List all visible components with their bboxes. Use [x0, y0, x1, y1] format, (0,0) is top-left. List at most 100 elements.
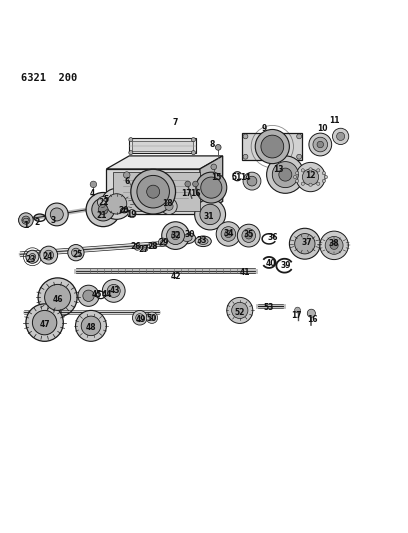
- Circle shape: [295, 179, 299, 182]
- Circle shape: [136, 245, 139, 248]
- Circle shape: [243, 172, 261, 190]
- Circle shape: [40, 246, 58, 264]
- Circle shape: [101, 189, 132, 220]
- Text: 17: 17: [291, 311, 302, 320]
- Text: 5: 5: [103, 195, 108, 204]
- Circle shape: [296, 163, 325, 192]
- Circle shape: [32, 310, 57, 335]
- Circle shape: [227, 297, 253, 324]
- Text: 17: 17: [182, 189, 192, 198]
- Text: 35: 35: [244, 230, 254, 239]
- Circle shape: [221, 227, 236, 241]
- Text: 36: 36: [267, 233, 277, 242]
- Text: 7: 7: [173, 118, 178, 127]
- Text: 39: 39: [280, 261, 290, 270]
- Text: 20: 20: [118, 206, 129, 215]
- Text: 10: 10: [317, 124, 327, 133]
- Circle shape: [232, 302, 248, 319]
- Circle shape: [295, 233, 315, 254]
- Circle shape: [185, 181, 191, 187]
- Circle shape: [68, 245, 84, 261]
- Circle shape: [337, 132, 345, 141]
- Circle shape: [102, 279, 125, 302]
- Circle shape: [142, 246, 148, 252]
- Circle shape: [26, 250, 39, 263]
- Circle shape: [302, 169, 319, 185]
- Text: 6: 6: [124, 176, 129, 185]
- Circle shape: [128, 209, 136, 217]
- Circle shape: [297, 154, 302, 159]
- Text: 47: 47: [39, 320, 50, 329]
- Polygon shape: [106, 169, 200, 214]
- Ellipse shape: [182, 235, 192, 241]
- Text: 50: 50: [147, 314, 157, 323]
- Circle shape: [160, 240, 164, 244]
- Text: 27: 27: [138, 245, 149, 254]
- Circle shape: [98, 197, 109, 208]
- Circle shape: [243, 134, 248, 139]
- Text: 46: 46: [52, 295, 63, 303]
- Circle shape: [131, 169, 175, 214]
- Text: 51: 51: [231, 173, 242, 182]
- Circle shape: [149, 242, 156, 248]
- Text: 53: 53: [264, 303, 274, 312]
- Polygon shape: [200, 156, 223, 214]
- Text: 44: 44: [102, 289, 113, 298]
- Ellipse shape: [198, 238, 208, 245]
- Text: 24: 24: [42, 252, 53, 261]
- Text: 38: 38: [329, 239, 339, 248]
- Text: 28: 28: [147, 241, 158, 251]
- Circle shape: [75, 310, 106, 341]
- Circle shape: [317, 141, 324, 148]
- Text: 8: 8: [209, 140, 215, 149]
- Circle shape: [90, 181, 97, 188]
- Text: 26: 26: [131, 243, 141, 252]
- Circle shape: [19, 213, 33, 228]
- Polygon shape: [242, 133, 302, 160]
- Text: 29: 29: [158, 238, 169, 247]
- Text: 45: 45: [91, 289, 102, 298]
- Circle shape: [29, 254, 35, 260]
- Circle shape: [162, 222, 189, 249]
- Circle shape: [289, 228, 320, 259]
- Circle shape: [137, 175, 169, 208]
- Text: 40: 40: [266, 259, 276, 268]
- Circle shape: [320, 231, 348, 260]
- Circle shape: [151, 244, 154, 247]
- Text: 42: 42: [170, 272, 181, 281]
- Circle shape: [78, 285, 99, 306]
- Polygon shape: [106, 156, 223, 169]
- Circle shape: [106, 193, 127, 214]
- Circle shape: [98, 205, 108, 214]
- Circle shape: [129, 151, 133, 155]
- Circle shape: [44, 285, 71, 310]
- Circle shape: [191, 138, 195, 142]
- Text: 23: 23: [26, 255, 36, 264]
- Circle shape: [322, 172, 326, 175]
- Circle shape: [171, 231, 180, 240]
- Text: 52: 52: [235, 308, 245, 317]
- Circle shape: [134, 244, 141, 250]
- Circle shape: [211, 164, 217, 169]
- Text: 6321  200: 6321 200: [21, 74, 77, 83]
- Circle shape: [165, 202, 173, 211]
- Text: 48: 48: [86, 323, 96, 332]
- Text: 13: 13: [273, 165, 283, 174]
- Circle shape: [161, 198, 177, 214]
- Circle shape: [133, 310, 147, 325]
- Text: 30: 30: [184, 230, 195, 239]
- Circle shape: [200, 204, 220, 224]
- Circle shape: [333, 128, 349, 144]
- Text: 1: 1: [23, 221, 29, 230]
- Circle shape: [309, 183, 312, 187]
- Circle shape: [293, 175, 297, 179]
- Circle shape: [191, 151, 195, 155]
- Text: 16: 16: [191, 189, 201, 198]
- Circle shape: [107, 285, 120, 297]
- Circle shape: [144, 247, 146, 250]
- Text: 31: 31: [204, 212, 214, 221]
- Text: 33: 33: [196, 236, 207, 245]
- Circle shape: [225, 230, 232, 238]
- Circle shape: [301, 169, 304, 172]
- Circle shape: [297, 134, 302, 139]
